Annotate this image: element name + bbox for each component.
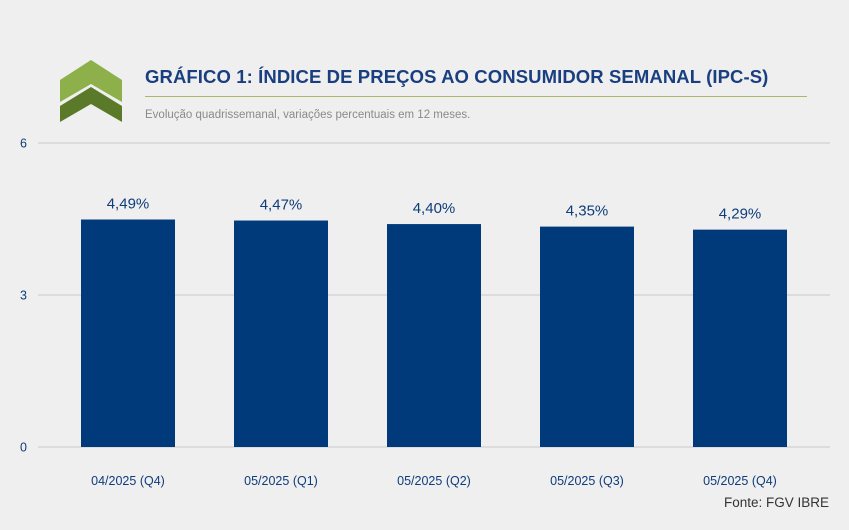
data-label: 4,29% [719,206,762,223]
x-tick-label: 04/2025 (Q4) [91,474,165,488]
chart-subtitle: Evolução quadrissemanal, variações perce… [145,109,471,121]
y-tick-label: 3 [20,289,27,303]
bar [540,226,634,447]
x-tick-label: 05/2025 (Q2) [397,474,471,488]
bar [387,224,481,447]
bar [81,219,175,447]
chart-title: GRÁFICO 1: ÍNDICE DE PREÇOS AO CONSUMIDO… [145,66,769,87]
source-note: Fonte: FGV IBRE [723,495,829,510]
x-tick-label: 05/2025 (Q4) [703,474,777,488]
bar [234,220,328,447]
data-label: 4,35% [566,203,609,220]
title-divider [145,96,807,97]
data-label: 4,40% [413,200,456,217]
data-label: 4,47% [260,197,303,214]
bar [693,229,787,447]
y-tick-label: 0 [20,441,27,455]
data-label: 4,49% [107,196,150,213]
x-tick-label: 05/2025 (Q1) [244,474,318,488]
x-tick-label: 05/2025 (Q3) [550,474,624,488]
y-tick-label: 6 [20,137,27,151]
